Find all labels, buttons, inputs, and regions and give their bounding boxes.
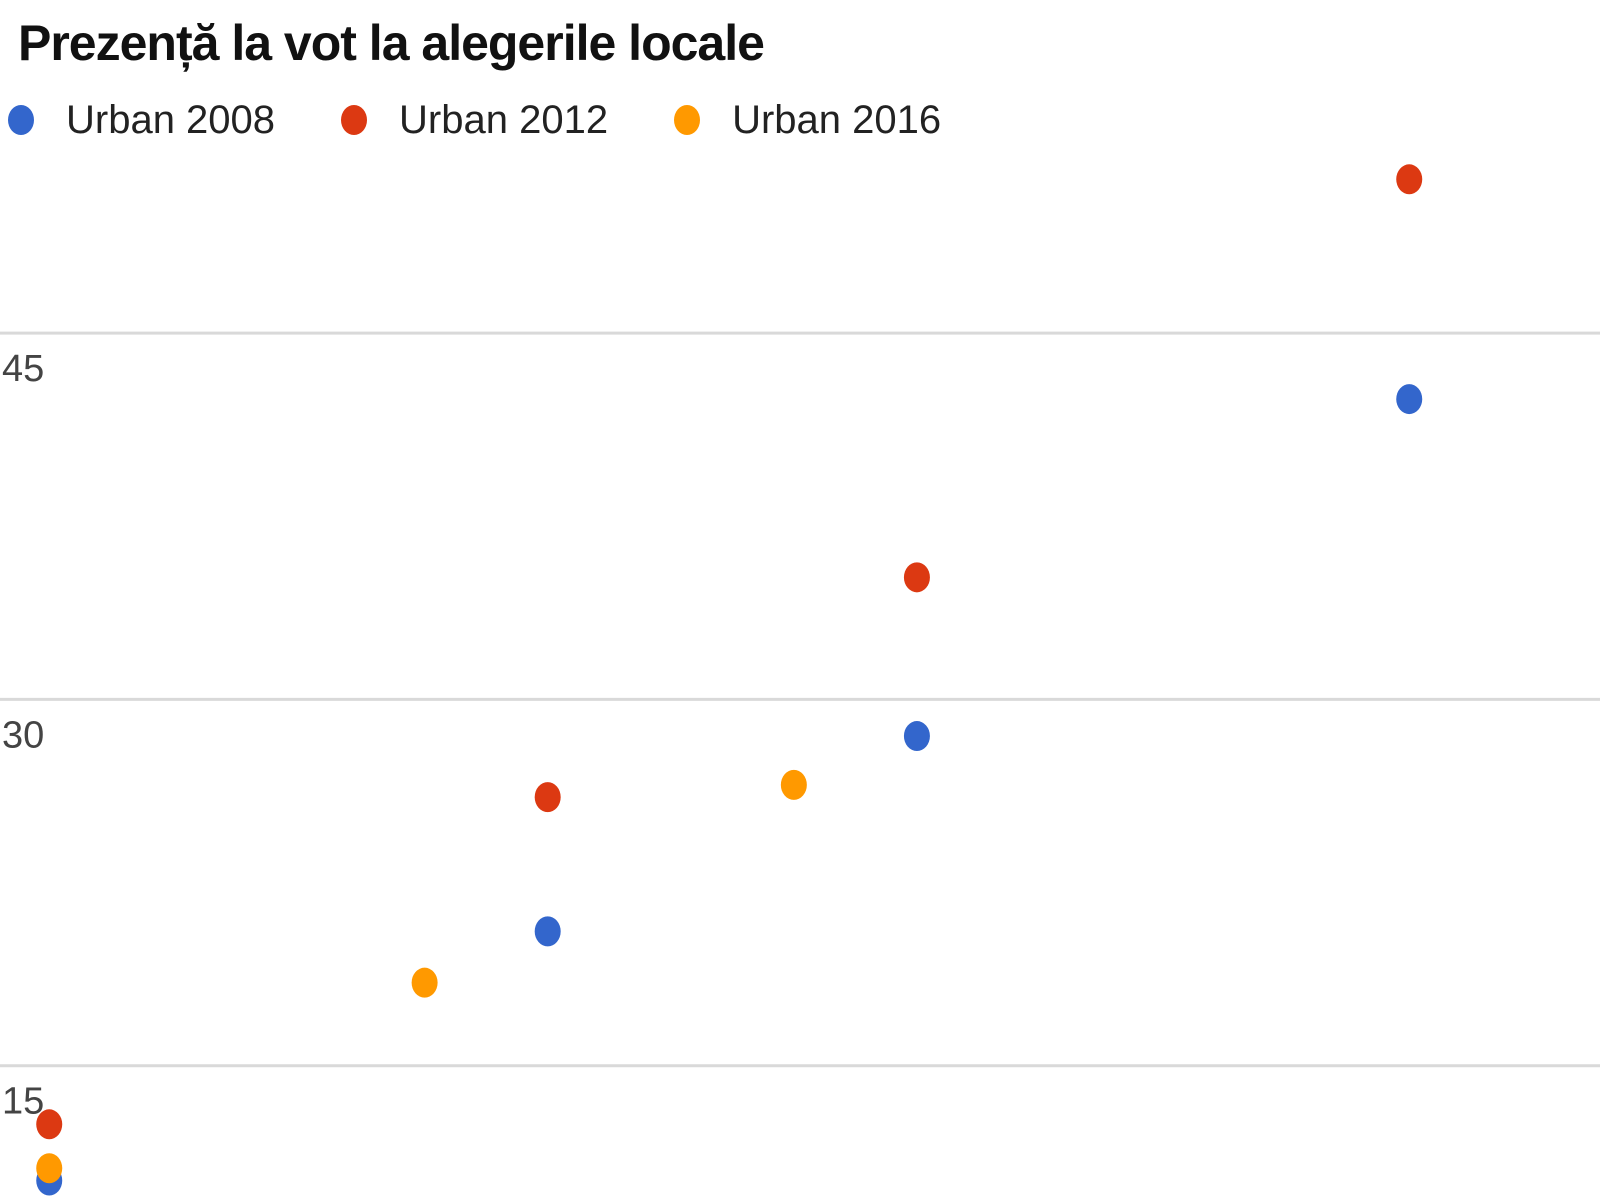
chart-title: Prezență la vot la alegerile locale bbox=[18, 15, 765, 71]
legend-marker bbox=[674, 105, 701, 135]
data-point-series-2[interactable] bbox=[411, 967, 438, 998]
y-tick-label: 45 bbox=[2, 348, 44, 390]
legend-label: Urban 2016 bbox=[732, 97, 942, 142]
y-tick-label: 15 bbox=[2, 1081, 44, 1123]
data-point-series-1[interactable] bbox=[903, 562, 930, 593]
data-point-series-2[interactable] bbox=[36, 1153, 63, 1184]
legend-item-urban-2008[interactable]: Urban 2008 bbox=[8, 98, 275, 143]
data-point-series-1[interactable] bbox=[1396, 164, 1423, 195]
legend-marker bbox=[8, 105, 34, 135]
data-point-series-0[interactable] bbox=[534, 916, 561, 947]
legend-label: Urban 2012 bbox=[399, 97, 609, 142]
data-point-series-0[interactable] bbox=[903, 721, 930, 752]
data-point-series-1[interactable] bbox=[534, 782, 561, 813]
legend-item-urban-2012[interactable]: Urban 2012 bbox=[341, 98, 608, 143]
legend-item-urban-2016[interactable]: Urban 2016 bbox=[674, 98, 941, 143]
y-tick-label: 30 bbox=[2, 714, 44, 756]
data-point-series-2[interactable] bbox=[780, 769, 807, 800]
legend-marker bbox=[341, 105, 368, 135]
data-point-series-0[interactable] bbox=[1396, 384, 1423, 415]
legend-label: Urban 2008 bbox=[66, 97, 276, 142]
data-point-series-1[interactable] bbox=[36, 1109, 63, 1140]
legend: Urban 2008 Urban 2012 Urban 2016 bbox=[8, 92, 1007, 148]
